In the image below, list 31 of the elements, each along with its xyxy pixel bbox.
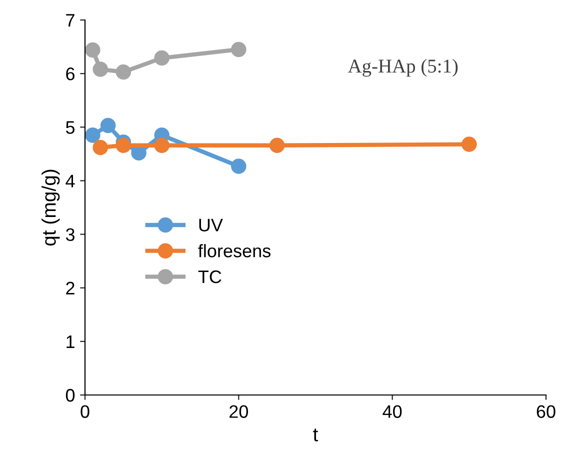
legend-label: TC <box>198 270 222 284</box>
point <box>116 138 132 153</box>
point <box>85 128 100 143</box>
legend-label: UV <box>199 218 223 232</box>
y-tick-label: 4 <box>66 174 75 188</box>
point <box>100 118 116 134</box>
y-tick-label: 6 <box>66 68 74 80</box>
x-tick-label: 20 <box>230 405 248 418</box>
legend-label: floresens <box>198 244 271 258</box>
point <box>269 138 285 153</box>
y-axis-title: qt (mg/g) <box>42 170 60 246</box>
y-tick-label: 5 <box>66 121 75 134</box>
point <box>154 50 170 66</box>
annotation: Ag-HAp (5:1) <box>348 59 458 77</box>
point <box>92 140 108 156</box>
y-tick-label: 7 <box>66 14 74 27</box>
point <box>116 64 132 80</box>
point <box>85 42 100 58</box>
point <box>462 136 477 152</box>
y-tick-label: 3 <box>66 228 74 242</box>
point <box>231 158 246 174</box>
x-tick-label: 60 <box>536 405 556 418</box>
y-tick-label: 2 <box>66 282 74 294</box>
point <box>92 62 108 77</box>
point <box>231 42 246 58</box>
x-axis-title: t <box>313 428 318 442</box>
y-tick-label: 0 <box>66 388 75 402</box>
x-tick-label: 40 <box>382 405 402 418</box>
x-tick-label: 0 <box>80 405 90 418</box>
point <box>154 138 170 153</box>
y-tick-label: 1 <box>66 336 74 348</box>
